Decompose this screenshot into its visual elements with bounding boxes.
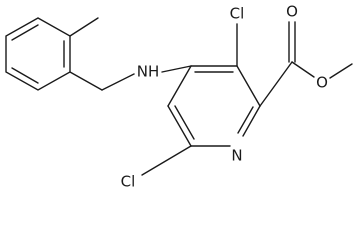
atom-label: Cl xyxy=(230,5,245,23)
ring-bond xyxy=(242,105,261,137)
ring-bond xyxy=(236,65,261,107)
ch2-bond xyxy=(69,71,103,91)
benzene-ring xyxy=(5,17,71,91)
atom-labels: Cl O O NH N Cl xyxy=(121,3,328,191)
atom-label: O xyxy=(316,74,328,92)
double-bond xyxy=(11,67,39,84)
atom-label: Cl xyxy=(121,173,136,191)
double-bond xyxy=(11,24,39,41)
ring-bond xyxy=(167,65,192,107)
ch2-n-bond xyxy=(101,73,135,91)
n-c4-bond xyxy=(161,65,192,73)
methyl-bond xyxy=(69,17,99,37)
bonds xyxy=(5,17,353,176)
atom-label: N xyxy=(231,147,242,165)
atom-label: NH xyxy=(137,63,160,81)
cl-bond xyxy=(141,145,192,176)
structure-diagram: Cl O O NH N Cl xyxy=(5,3,353,191)
ester-o-bond xyxy=(291,61,315,78)
double-bond xyxy=(174,105,195,140)
atom-label: O xyxy=(286,3,298,21)
methoxy-bond xyxy=(329,63,353,79)
ring-bond xyxy=(167,105,192,147)
double-bond xyxy=(237,106,254,134)
ester-bond xyxy=(259,61,293,107)
